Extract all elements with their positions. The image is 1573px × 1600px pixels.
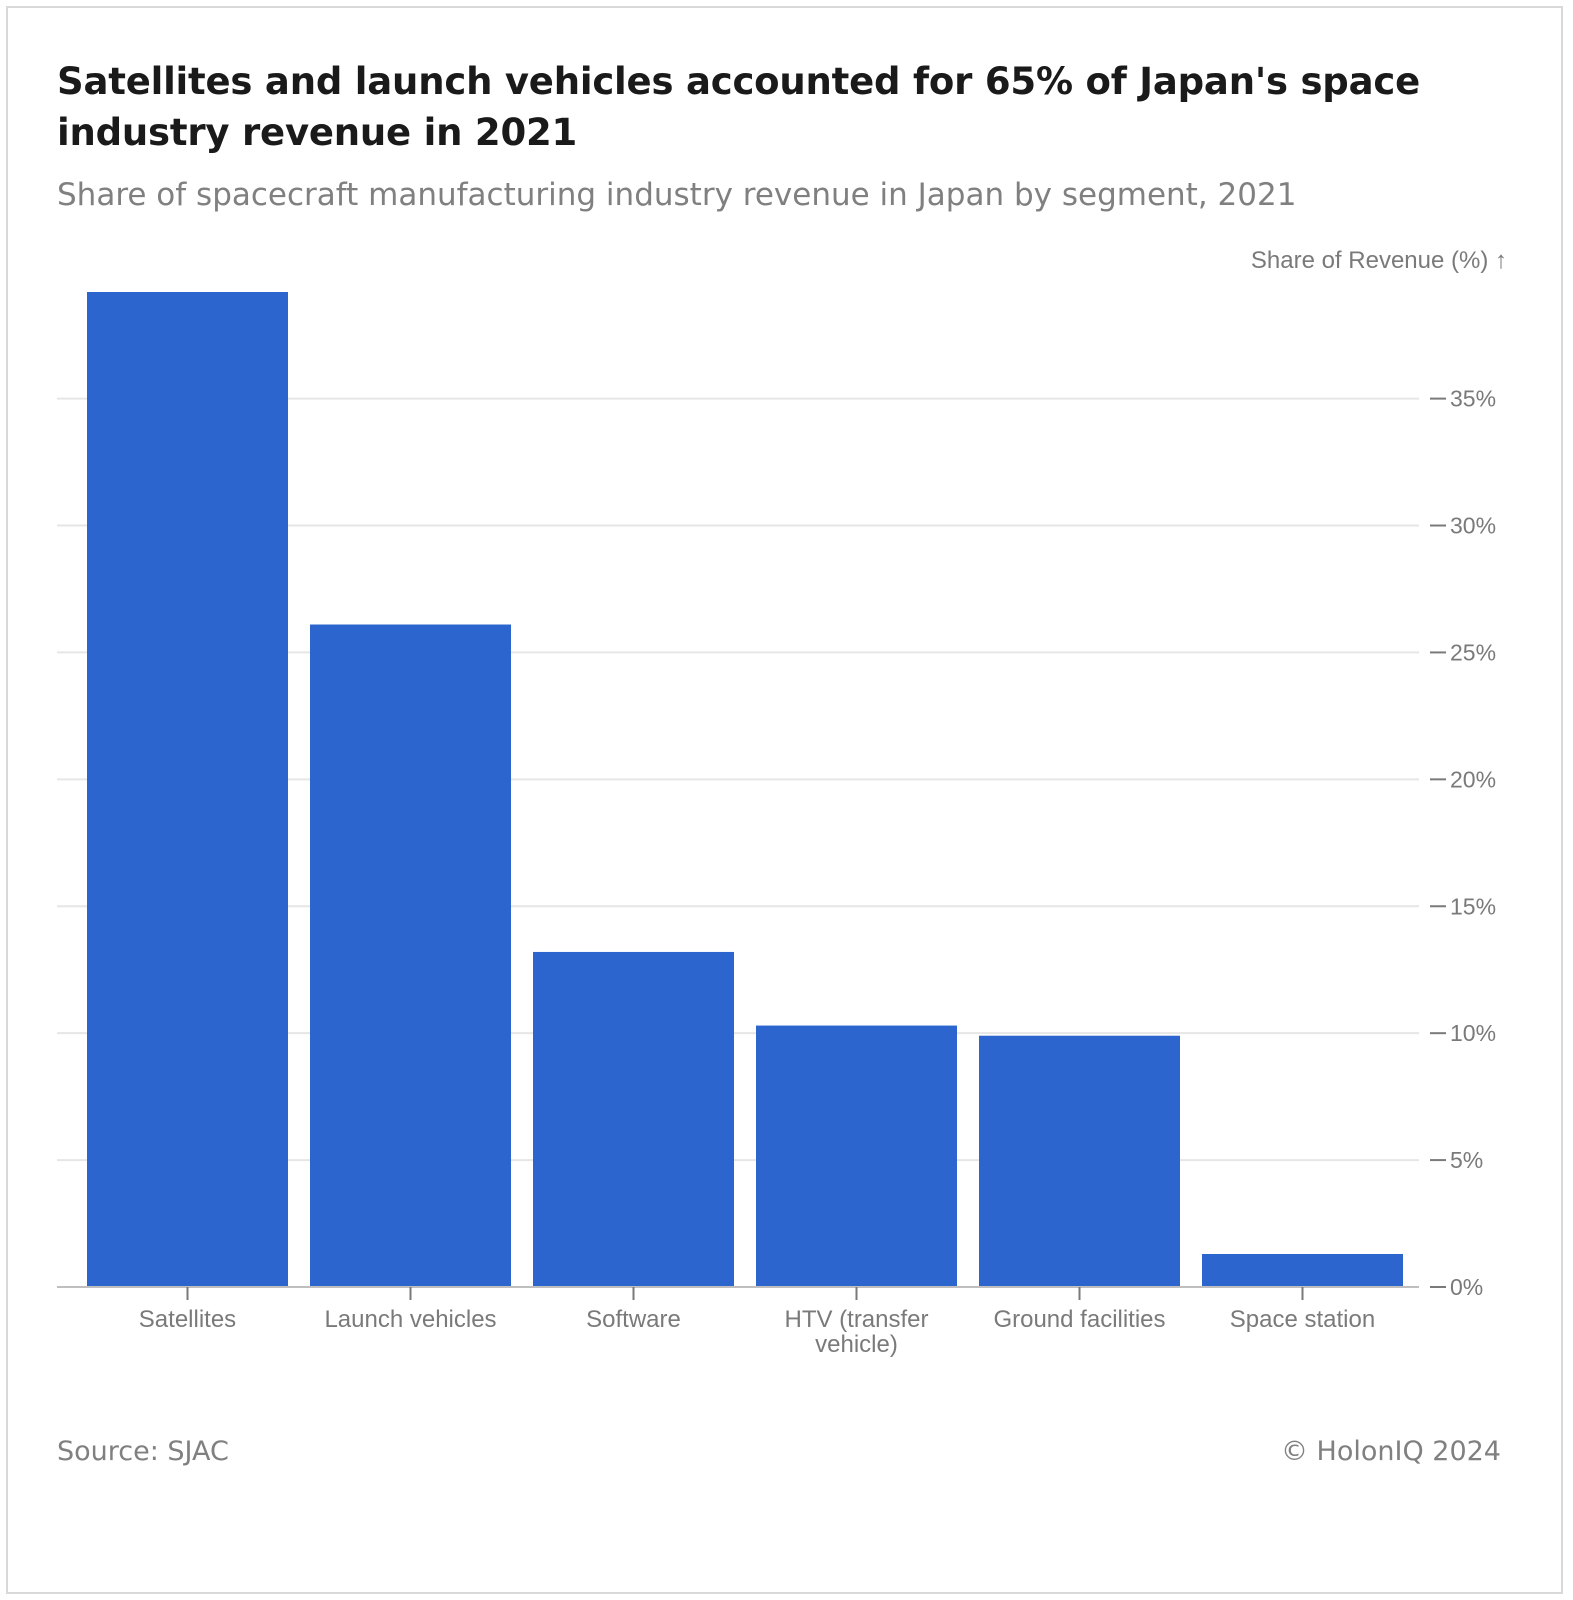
bar <box>310 624 511 1287</box>
y-tick-label: 30% <box>1450 513 1496 539</box>
chart-title: Satellites and launch vehicles accounted… <box>57 60 1420 154</box>
bar <box>1202 1254 1403 1287</box>
y-axis-label: Share of Revenue (%) ↑ <box>1251 247 1507 274</box>
chart-subtitle: Share of spacecraft manufacturing indust… <box>57 177 1297 213</box>
bar <box>979 1035 1180 1287</box>
y-tick-label: 20% <box>1450 766 1496 792</box>
x-tick-label: HTV (transfer vehicle) <box>784 1306 928 1358</box>
y-tick-label: 5% <box>1450 1147 1483 1173</box>
y-tick-label: 25% <box>1450 639 1496 665</box>
copyright-note: © HolonIQ 2024 <box>1280 1436 1501 1467</box>
y-tick-label: 35% <box>1450 386 1496 412</box>
x-axis: Satellites Launch vehicles Software HTV (tr… <box>57 1286 1419 1358</box>
bar <box>756 1025 957 1287</box>
bar <box>533 951 734 1287</box>
y-tick-label: 15% <box>1450 893 1496 919</box>
y-axis: 0% 5% 10% 15% 20% 25% 30% 35% <box>1430 386 1496 1300</box>
x-tick-label: Satellites <box>139 1306 236 1333</box>
source-note: Source: SJAC <box>57 1436 229 1467</box>
x-tick-label: Ground facilities <box>993 1306 1165 1333</box>
y-tick-label: 0% <box>1450 1274 1483 1300</box>
x-tick-label: Launch vehicles <box>324 1306 496 1333</box>
bars <box>87 292 1403 1287</box>
bar <box>87 292 288 1287</box>
x-tick-label: Software <box>586 1306 681 1333</box>
x-tick-label: Space station <box>1230 1306 1375 1333</box>
y-tick-label: 10% <box>1450 1020 1496 1046</box>
